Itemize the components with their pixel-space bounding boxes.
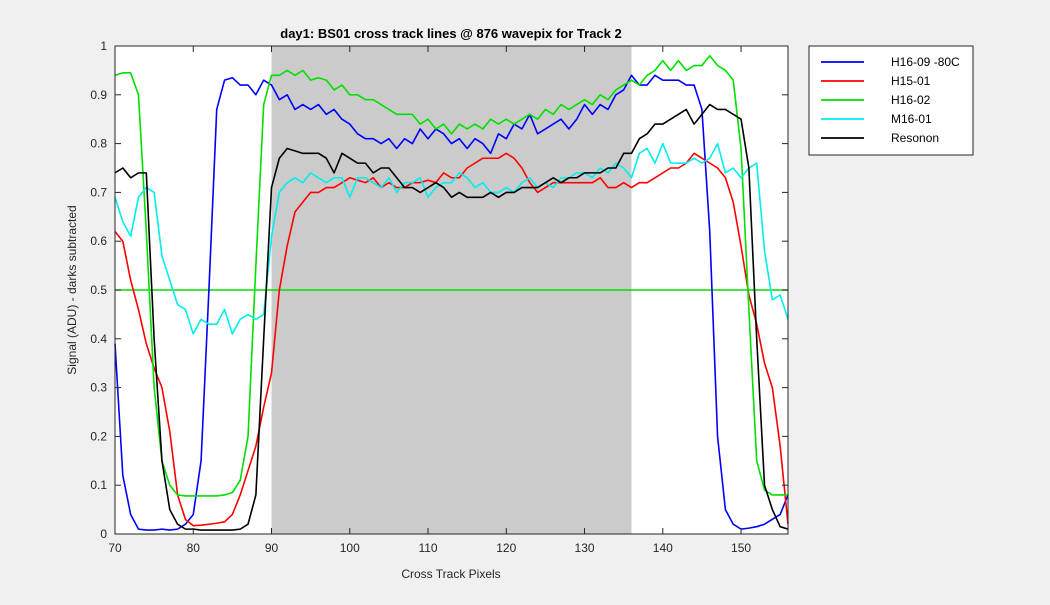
x-tick-label: 140	[653, 541, 673, 555]
y-tick-label: 0	[100, 527, 107, 541]
legend-label: H15-01	[891, 74, 931, 88]
x-tick-label: 120	[496, 541, 516, 555]
legend-label: M16-01	[891, 112, 932, 126]
y-tick-label: 0.8	[90, 137, 107, 151]
y-tick-label: 0.1	[90, 478, 107, 492]
series-line-0	[114, 74, 789, 531]
y-tick-label: 0.6	[90, 234, 107, 248]
x-tick-label: 110	[418, 541, 437, 555]
y-tick-label: 0.9	[90, 88, 107, 102]
x-tick-label: 130	[575, 541, 595, 555]
series-line-4	[114, 103, 789, 531]
x-tick-label: 80	[187, 541, 201, 555]
series-line-3	[114, 142, 789, 335]
legend-label: H16-02	[891, 93, 931, 107]
series-line-2	[114, 54, 788, 497]
x-tick-label: 70	[108, 541, 122, 555]
legend-label: H16-09 -80C	[891, 55, 960, 69]
y-axis-label: Signal (ADU) - darks subtracted	[65, 205, 79, 374]
x-tick-label: 90	[265, 541, 279, 555]
y-tick-label: 0.5	[90, 283, 107, 297]
legend: H16-09 -80C H15-01 H16-02 M16-01 Resonon	[808, 45, 974, 156]
x-axis-label: Cross Track Pixels	[401, 567, 500, 581]
y-tick-label: 0.4	[90, 332, 107, 346]
legend-label: Resonon	[891, 131, 939, 145]
y-tick-label: 0.2	[90, 429, 107, 443]
chart-title: day1: BS01 cross track lines @ 876 wavep…	[280, 26, 621, 41]
series-line-1	[114, 152, 789, 527]
y-tick-label: 0.7	[90, 185, 107, 199]
x-tick-label: 100	[340, 541, 360, 555]
x-tick-label: 150	[731, 541, 751, 555]
y-tick-label: 1	[100, 39, 107, 53]
y-tick-label: 0.3	[90, 381, 107, 395]
